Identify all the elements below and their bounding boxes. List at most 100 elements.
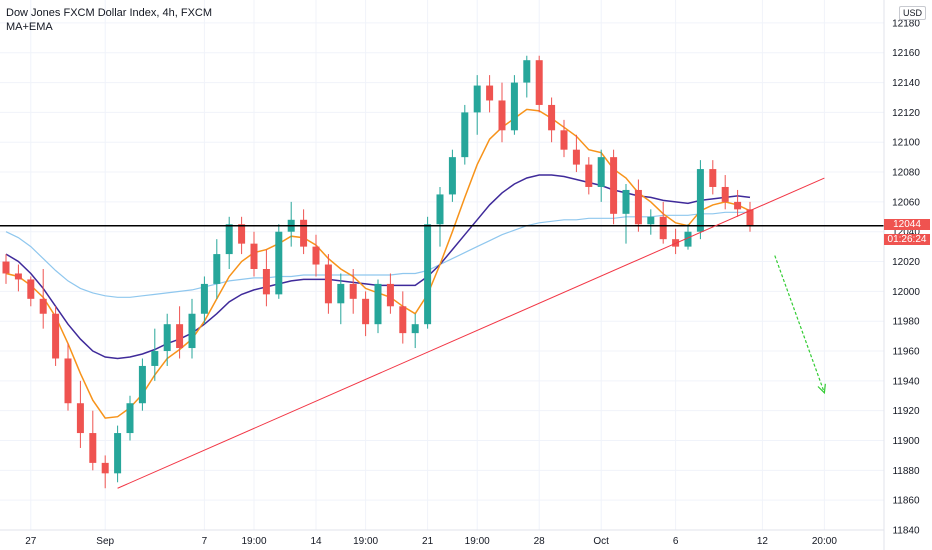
- y-tick-label: 12140: [892, 78, 920, 89]
- candle-body: [498, 100, 506, 131]
- candle-body: [76, 403, 84, 434]
- y-tick-label: 12040: [892, 227, 920, 238]
- candle-body: [399, 306, 407, 334]
- candle-body: [163, 324, 171, 352]
- candle-body: [362, 298, 370, 325]
- candle-body: [734, 201, 742, 210]
- x-tick-label: 19:00: [353, 536, 378, 547]
- candle-body: [2, 261, 10, 274]
- candle-body: [659, 216, 667, 240]
- candle-body: [52, 313, 60, 359]
- candle-body: [101, 462, 109, 474]
- candle-body: [250, 243, 258, 269]
- candle-body: [721, 186, 729, 202]
- last-price-tag: 12044: [884, 218, 930, 230]
- candle-body: [151, 351, 159, 366]
- candle-body: [64, 358, 72, 404]
- candle-body: [585, 164, 593, 187]
- candle-body: [436, 194, 444, 225]
- symbol-title: Dow Jones FXCM Dollar Index, 4h, FXCM: [6, 7, 213, 19]
- x-tick-label: 19:00: [465, 536, 490, 547]
- y-tick-label: 11960: [892, 347, 920, 358]
- candle-body: [647, 216, 655, 225]
- x-tick-label: 19:00: [241, 536, 266, 547]
- y-tick-label: 12160: [892, 48, 920, 59]
- candle-body: [386, 283, 394, 307]
- candle-body: [696, 169, 704, 232]
- x-tick-label: Sep: [96, 536, 114, 547]
- candle-body: [312, 246, 320, 265]
- forecast-arrow-head: [817, 383, 826, 395]
- candles-group: [2, 55, 754, 489]
- x-tick-label: 28: [534, 536, 546, 547]
- candle-body: [535, 60, 543, 105]
- candle-body: [709, 169, 717, 187]
- candle-body: [560, 130, 568, 150]
- candle-body: [337, 283, 345, 304]
- candle-body: [27, 279, 35, 299]
- candle-body: [126, 403, 134, 434]
- candle-body: [374, 283, 382, 325]
- y-tick-label: 11880: [892, 466, 920, 477]
- candle-body: [262, 269, 270, 295]
- candle-body: [448, 157, 456, 195]
- y-tick-label: 11900: [892, 436, 920, 447]
- y-tick-label: 11920: [892, 406, 920, 417]
- candle-body: [300, 219, 308, 247]
- y-tick-label: 11860: [892, 496, 920, 507]
- countdown-tag: 01:26:24: [884, 233, 930, 245]
- price-axis: 11840 11860 11880 11900 11920 11940 11960 11980…: [883, 0, 920, 550]
- x-tick-label: 14: [310, 536, 322, 547]
- candle-body: [634, 189, 642, 225]
- moving-average-lines: [5, 108, 751, 419]
- candle-body: [510, 82, 518, 131]
- y-tick-label: 12120: [892, 108, 920, 119]
- y-tick-label: 12060: [892, 197, 920, 208]
- candle-body: [622, 189, 630, 214]
- candle-body: [200, 283, 208, 314]
- candle-body: [176, 324, 184, 349]
- ema-fast-line: [5, 108, 751, 419]
- x-tick-label: 27: [25, 536, 37, 547]
- time-axis: 27 Sep 7 19:00 14 19:00 21 19:00 28 Oct 6 12 20:00: [0, 529, 884, 547]
- forecast-arrow-shaft: [774, 255, 825, 393]
- candle-body: [238, 224, 246, 244]
- x-tick-label: 21: [422, 536, 434, 547]
- candle-body: [349, 283, 357, 299]
- y-tick-label: 12180: [892, 18, 920, 29]
- candle-body: [461, 112, 469, 158]
- candle-body: [746, 209, 754, 226]
- candle-body: [610, 157, 618, 214]
- drawings-group: [0, 177, 884, 489]
- candle-body: [684, 231, 692, 247]
- candle-body: [14, 273, 22, 280]
- candle-body: [39, 298, 47, 314]
- chart-legend: Dow Jones FXCM Dollar Index, 4h, FXCM MA…: [6, 6, 212, 34]
- grid-lines: [0, 0, 884, 531]
- y-tick-label: 12000: [892, 287, 920, 298]
- candle-body: [89, 433, 97, 463]
- x-tick-label: Oct: [593, 536, 609, 547]
- candle-body: [473, 85, 481, 113]
- candle-body: [548, 104, 556, 131]
- y-tick-label: 11840: [892, 526, 920, 537]
- candle-body: [138, 365, 146, 404]
- trendline: [117, 177, 825, 489]
- x-tick-label: 6: [673, 536, 679, 547]
- candle-body: [411, 324, 419, 334]
- candle-body: [324, 264, 332, 304]
- y-tick-label: 12020: [892, 257, 920, 268]
- indicator-label[interactable]: MA+EMA: [6, 21, 53, 33]
- y-tick-label: 11940: [892, 376, 920, 387]
- x-tick-label: 7: [202, 536, 208, 547]
- candle-body: [572, 149, 580, 165]
- y-tick-label: 12100: [892, 138, 920, 149]
- candle-body: [597, 157, 605, 187]
- candle-body: [523, 60, 531, 83]
- candle-body: [486, 85, 494, 101]
- candle-body: [225, 224, 233, 255]
- x-tick-label: 12: [757, 536, 769, 547]
- currency-badge[interactable]: USD: [898, 6, 926, 20]
- y-tick-label: 12080: [892, 168, 920, 179]
